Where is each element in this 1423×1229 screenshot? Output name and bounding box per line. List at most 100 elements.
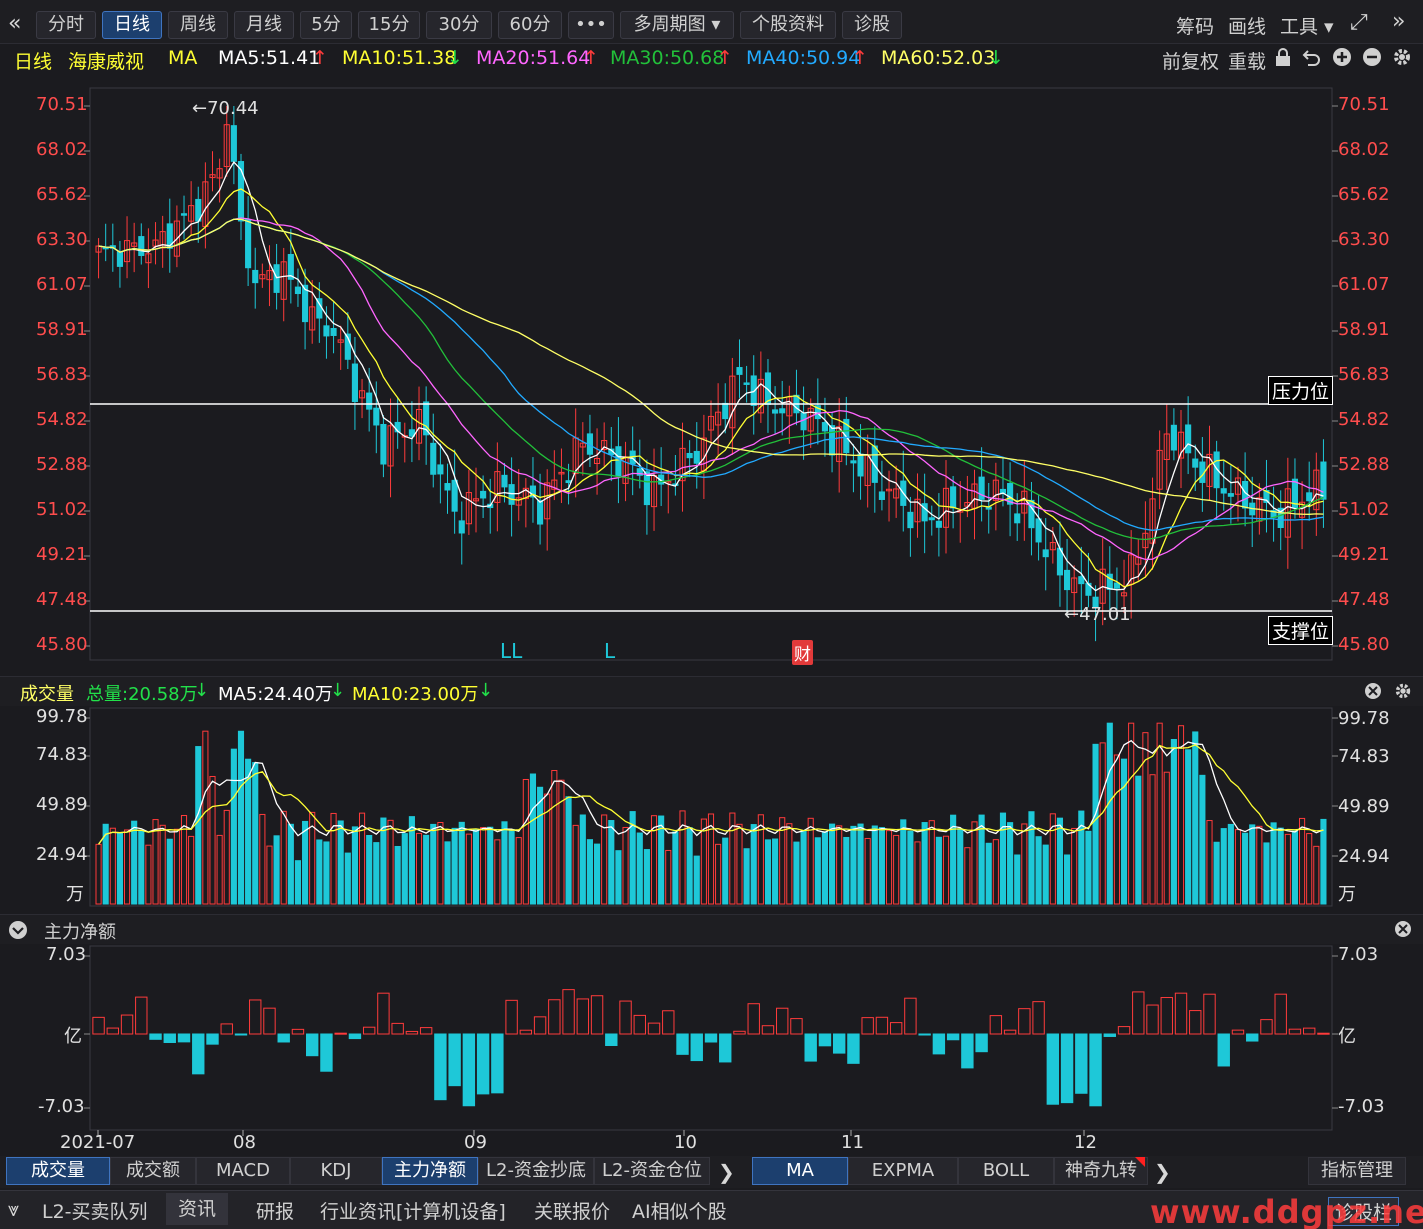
volume-total: 总量:20.58万 — [86, 684, 198, 705]
tab-l2-bottom-fishing[interactable]: L2-资金抄底 — [478, 1157, 594, 1185]
ma-line — [98, 218, 1324, 541]
volume-bar — [116, 832, 123, 905]
more-periods-button[interactable]: ••• — [568, 11, 614, 39]
period-15min-button[interactable]: 15分 — [358, 11, 420, 39]
volume-bar — [1106, 722, 1113, 905]
period-label: 日线 — [14, 51, 53, 73]
candle-body — [287, 253, 294, 280]
volume-chart[interactable] — [0, 706, 1423, 912]
bottom-tab-related-quotes[interactable]: 关联报价 — [534, 1201, 611, 1223]
volume-bar — [287, 823, 294, 905]
net-flow-bar — [1018, 1008, 1031, 1035]
volume-bar — [1220, 828, 1227, 905]
indicator-manage-button[interactable]: 指标管理 — [1308, 1157, 1406, 1185]
net-flow-bar — [220, 1023, 233, 1035]
tab-overlay-ma[interactable]: MA — [752, 1157, 848, 1185]
period-monthly-button[interactable]: 月线 — [234, 11, 294, 39]
zoom-in-icon[interactable] — [1332, 47, 1352, 72]
back-icon[interactable]: « — [8, 11, 22, 36]
signal-marker-l[interactable]: L — [604, 639, 616, 663]
candle-body — [907, 511, 914, 529]
bottom-menu-icon[interactable]: ⩔ — [8, 1197, 20, 1221]
collapse-flow-icon[interactable] — [8, 920, 28, 945]
price-tick-left: 49.21 — [36, 544, 88, 565]
stock-profile-button[interactable]: 个股资料 — [740, 11, 836, 39]
zoom-out-icon[interactable] — [1362, 47, 1382, 72]
reload-button[interactable]: 重载 — [1228, 51, 1267, 73]
candle-body — [1163, 433, 1170, 461]
bottom-tab-ai-similar[interactable]: AI相似个股 — [632, 1201, 727, 1223]
expand-icon[interactable]: ⤢ — [1350, 10, 1368, 35]
tab-macd[interactable]: MACD — [196, 1157, 290, 1185]
net-flow-bar — [761, 1025, 775, 1035]
multi-period-dropdown[interactable]: 多周期图 ▾ — [620, 11, 734, 39]
lock-icon[interactable] — [1274, 47, 1292, 72]
chips-button[interactable]: 筹码 — [1176, 16, 1215, 38]
price-tick-left: 47.48 — [36, 589, 88, 610]
volume-bar — [323, 841, 330, 905]
volume-bar — [494, 839, 501, 905]
period-intraday-button[interactable]: 分时 — [36, 11, 96, 39]
tools-dropdown[interactable]: 工具 ▾ — [1280, 16, 1334, 38]
candle-body — [273, 264, 280, 293]
bottom-tab-l2-queue[interactable]: L2-买卖队列 — [42, 1201, 148, 1223]
finance-report-marker[interactable]: 财 — [792, 640, 813, 665]
period-30min-button[interactable]: 30分 — [426, 11, 492, 39]
volume-bar — [957, 828, 964, 905]
net-flow-bar — [961, 1033, 974, 1069]
period-weekly-button[interactable]: 周线 — [168, 11, 228, 39]
candle-body — [1064, 569, 1071, 591]
candle-body — [715, 411, 722, 426]
bottom-tab-research[interactable]: 研报 — [256, 1201, 295, 1223]
tab-l2-position[interactable]: L2-资金仓位 — [594, 1157, 710, 1185]
signal-marker-ll[interactable]: LL — [500, 639, 523, 663]
net-flow-chart[interactable] — [0, 944, 1423, 1156]
volume-bar — [942, 835, 950, 905]
net-flow-bar — [1089, 1033, 1102, 1107]
undo-icon[interactable] — [1302, 47, 1322, 72]
flow-chart-panel[interactable]: 7.03 7.03 亿 亿 -7.03 -7.03 2021-07 08 09 10 11 12 — [0, 944, 1423, 1156]
overlay-more-icon[interactable]: ❯ — [1154, 1160, 1171, 1184]
diagnose-button[interactable]: 诊股 — [842, 11, 902, 39]
volume-bar — [1064, 854, 1071, 905]
candle-body — [828, 425, 836, 456]
date-tick: 09 — [464, 1132, 487, 1153]
forward-icon[interactable]: » — [1392, 9, 1406, 34]
candle-body — [800, 412, 807, 431]
new-badge-icon — [1135, 1157, 1145, 1167]
tab-kdj[interactable]: KDJ — [290, 1157, 382, 1185]
candlestick-chart[interactable] — [0, 74, 1423, 674]
tab-turnover[interactable]: 成交额 — [110, 1157, 196, 1185]
volume-bar — [273, 835, 280, 905]
price-chart-panel[interactable]: 70.51 68.02 65.62 63.30 61.07 58.91 56.83 54.82… — [0, 74, 1423, 674]
tab-main-net-flow[interactable]: 主力净额 — [382, 1157, 478, 1185]
bottom-tab-news[interactable]: 资讯 — [166, 1193, 229, 1225]
volume-bar — [188, 835, 195, 905]
period-5min-button[interactable]: 5分 — [300, 11, 352, 39]
volume-chart-panel[interactable]: 99.78 99.78 74.83 74.83 49.89 49.89 24.94 24.94… — [0, 706, 1423, 912]
close-flow-icon[interactable] — [1394, 920, 1412, 943]
candle-body — [558, 471, 565, 475]
volume-bar — [793, 841, 800, 905]
period-60min-button[interactable]: 60分 — [498, 11, 562, 39]
tab-overlay-magic-nine[interactable]: 神奇九转 — [1054, 1157, 1148, 1185]
period-daily-button[interactable]: 日线 — [102, 11, 162, 39]
bottom-tab-industry-news[interactable]: 行业资讯[计算机设备] — [320, 1201, 506, 1223]
net-flow-bar — [1117, 1026, 1131, 1035]
forward-adjust-button[interactable]: 前复权 — [1162, 51, 1220, 73]
tab-overlay-expma[interactable]: EXPMA — [848, 1157, 958, 1185]
volume-settings-gear-icon[interactable] — [1394, 682, 1412, 705]
tab-volume[interactable]: 成交量 — [6, 1157, 110, 1185]
tab-overlay-boll[interactable]: BOLL — [958, 1157, 1054, 1185]
settings-gear-icon[interactable] — [1392, 47, 1412, 72]
candle-body — [893, 488, 900, 499]
draw-button[interactable]: 画线 — [1228, 16, 1267, 38]
volume-total-arrow-icon: ↓ — [194, 680, 210, 701]
indicator-more-icon[interactable]: ❯ — [718, 1160, 735, 1184]
volume-ma5: MA5:24.40万 — [218, 684, 333, 705]
diagnose-bar-button[interactable]: 诊股栏 — [1328, 1197, 1400, 1226]
volume-bar — [878, 827, 885, 905]
candle-body — [593, 457, 601, 464]
close-volume-icon[interactable] — [1364, 682, 1382, 705]
net-flow-bar — [192, 1033, 205, 1075]
